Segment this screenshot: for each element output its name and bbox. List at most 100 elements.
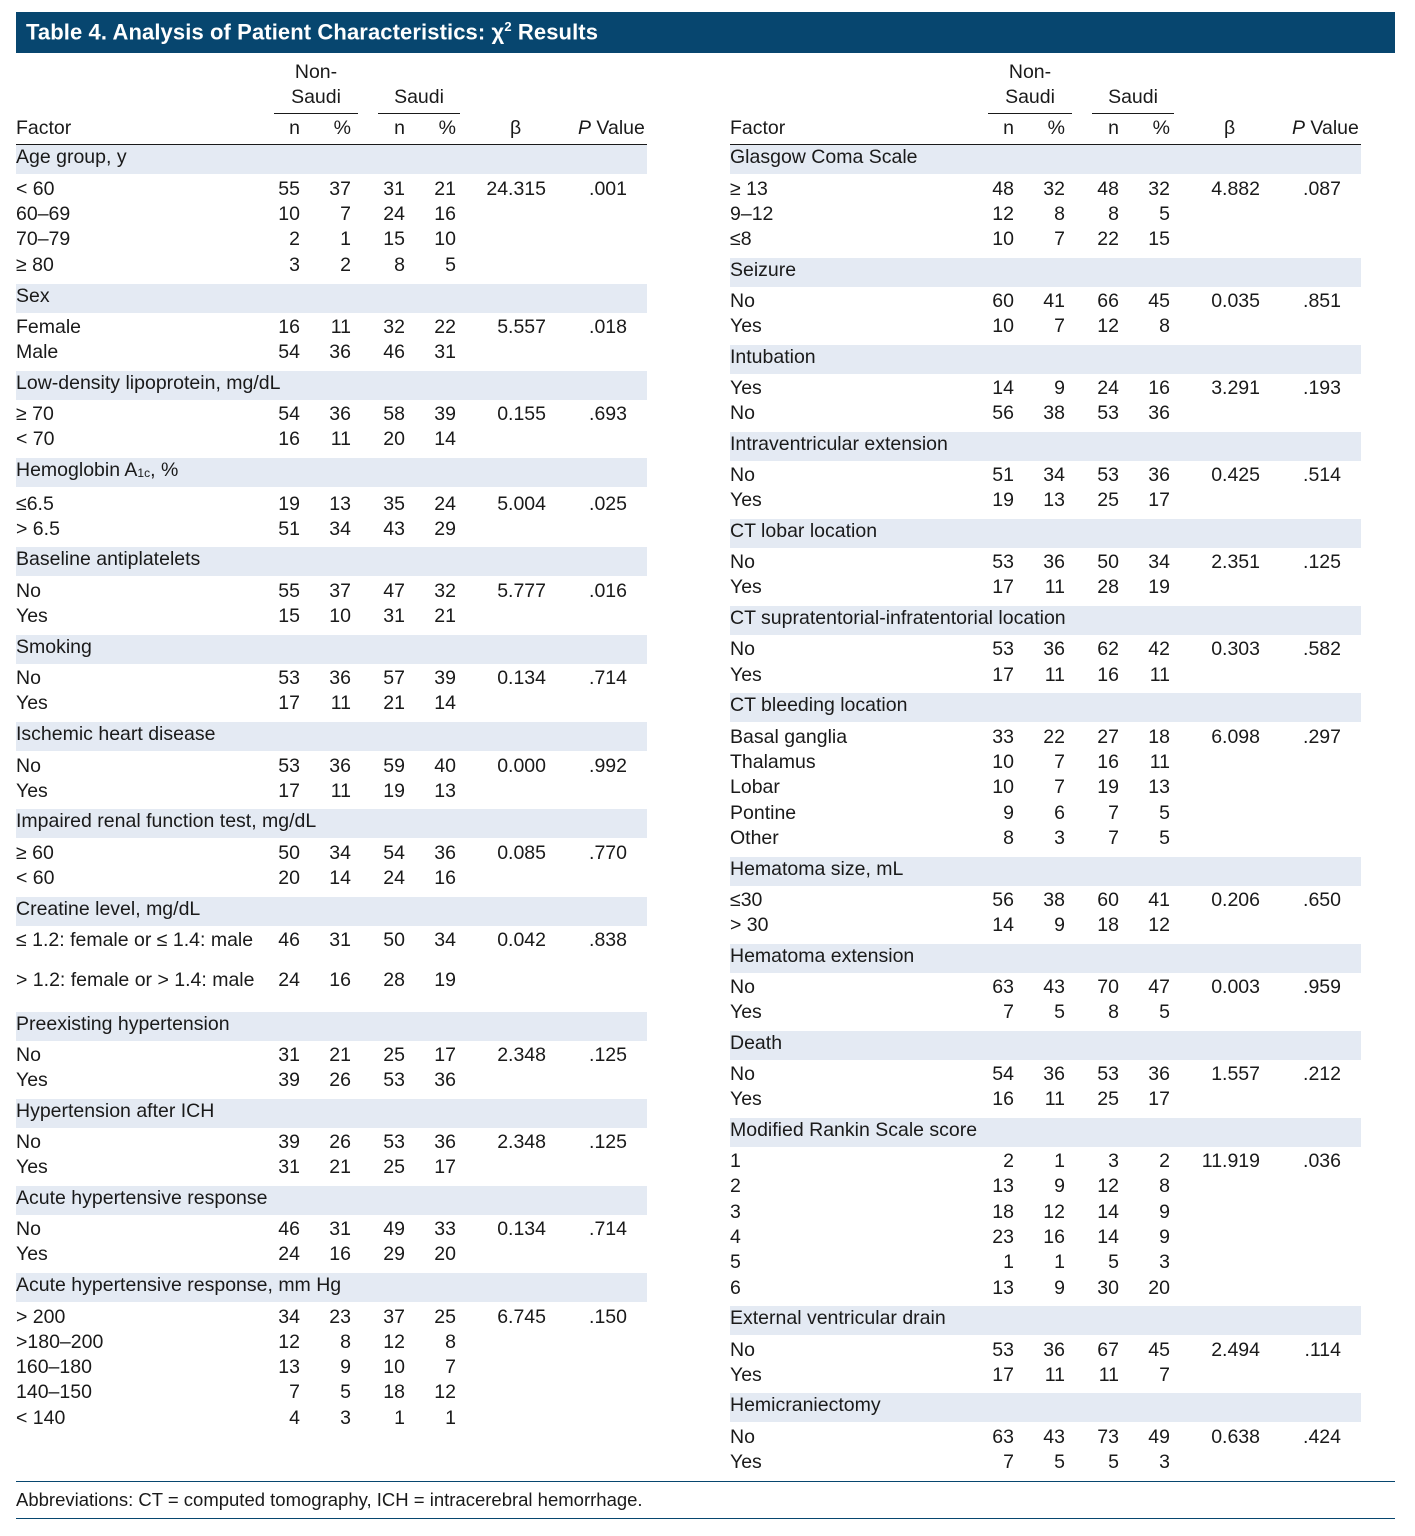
cell-saudi-n: 5 [1108, 1451, 1119, 1473]
cell-non-saudi-percent: 11 [330, 428, 351, 450]
cell-non-saudi-percent: 16 [329, 969, 351, 991]
cell-saudi-n: 47 [383, 580, 405, 602]
cell-non-saudi-percent: 3 [1054, 827, 1065, 849]
cell-saudi-n: 12 [1097, 1175, 1119, 1197]
section-title: External ventricular drain [730, 1307, 946, 1329]
cell-non-saudi-n: 24 [278, 1243, 300, 1265]
table-row: > 1.2: female or > 1.4: male 24 16 28 19 [16, 969, 647, 994]
section-title: Intraventricular extension [730, 433, 948, 455]
cell-saudi-percent: 3 [1159, 1451, 1170, 1473]
cell-saudi-percent: 36 [434, 842, 456, 864]
cell-p-value: .087 [1303, 178, 1341, 200]
cell-saudi-n: 43 [383, 518, 405, 540]
cell-saudi-n: 59 [383, 755, 405, 777]
section-header: External ventricular drain [730, 1306, 1361, 1335]
table-row: Yes 17 11 21 14 [16, 692, 647, 717]
table-row: No 53 36 67 45 2.494 .114 [730, 1339, 1361, 1364]
cell-saudi-n: 25 [383, 1156, 405, 1178]
row-label: ≤ 1.2: female or ≤ 1.4: male [16, 929, 254, 951]
cell-saudi-n: 70 [1097, 976, 1119, 998]
table-row: 70–79 2 1 15 10 [16, 228, 647, 253]
section-title: CT bleeding location [730, 694, 908, 716]
cell-p-value: .125 [589, 1131, 627, 1153]
table-row: Yes 7 5 5 3 [730, 1451, 1361, 1476]
cell-saudi-n: 58 [383, 403, 405, 425]
cell-saudi-n: 22 [1097, 228, 1119, 250]
cell-saudi-percent: 10 [434, 228, 456, 250]
cell-saudi-n: 25 [1097, 1088, 1119, 1110]
section-header: Baseline antiplatelets [16, 547, 647, 576]
cell-saudi-n: 27 [1097, 726, 1119, 748]
header-percent: % [1047, 117, 1065, 139]
cell-non-saudi-percent: 16 [329, 1243, 351, 1265]
group-header-non-saudi-line1: Non- [1008, 61, 1052, 83]
header-p-value: P Value [1292, 117, 1359, 140]
table-row: Pontine 9 6 7 5 [730, 802, 1361, 827]
cell-non-saudi-percent: 5 [340, 1381, 351, 1403]
section-header: CT supratentorial-infratentorial locatio… [730, 606, 1361, 635]
table-row: > 200 34 23 37 25 6.745 .150 [16, 1306, 647, 1331]
cell-non-saudi-n: 48 [992, 178, 1014, 200]
cell-non-saudi-percent: 37 [329, 178, 351, 200]
header-rule [16, 144, 647, 145]
row-label: 6 [730, 1277, 741, 1299]
cell-p-value: .959 [1303, 976, 1341, 998]
cell-non-saudi-n: 15 [278, 605, 300, 627]
cell-non-saudi-percent: 38 [1043, 889, 1065, 911]
cell-non-saudi-n: 33 [992, 726, 1014, 748]
table-row: ≥ 70 54 36 58 39 0.155 .693 [16, 403, 647, 428]
table-row: 9–12 12 8 8 5 [730, 203, 1361, 228]
cell-non-saudi-percent: 26 [329, 1131, 351, 1153]
cell-non-saudi-n: 14 [992, 377, 1014, 399]
section-header: Hypertension after ICH [16, 1099, 647, 1128]
cell-beta: 1.557 [1211, 1063, 1260, 1085]
cell-non-saudi-percent: 31 [329, 1218, 351, 1240]
row-label: No [730, 1063, 755, 1085]
cell-non-saudi-n: 12 [278, 1331, 300, 1353]
group-underline [1092, 113, 1174, 114]
cell-beta: 0.035 [1211, 290, 1260, 312]
cell-beta: 0.042 [497, 929, 546, 951]
row-label: >180–200 [16, 1331, 104, 1353]
section-title: Modified Rankin Scale score [730, 1119, 978, 1141]
cell-saudi-percent: 19 [434, 969, 456, 991]
cell-non-saudi-n: 55 [278, 178, 300, 200]
cell-saudi-n: 18 [383, 1381, 405, 1403]
cell-non-saudi-n: 55 [278, 580, 300, 602]
cell-non-saudi-percent: 8 [1054, 203, 1065, 225]
table-row: >180–200 12 8 12 8 [16, 1331, 647, 1356]
section-title: Hematoma size, mL [730, 858, 904, 880]
row-label: Yes [16, 1069, 48, 1091]
header-p-value: P Value [578, 117, 645, 140]
cell-saudi-percent: 2 [1159, 1150, 1170, 1172]
cell-beta: 3.291 [1211, 377, 1260, 399]
cell-non-saudi-n: 20 [278, 867, 300, 889]
cell-saudi-n: 35 [383, 493, 405, 515]
section-title: Hemoglobin A [16, 459, 138, 481]
section-title: Acute hypertensive response [16, 1187, 268, 1209]
row-label: Yes [730, 1451, 762, 1473]
header-percent: % [333, 117, 351, 139]
cell-p-value: .212 [1303, 1063, 1341, 1085]
cell-non-saudi-percent: 9 [1054, 1277, 1065, 1299]
cell-non-saudi-n: 7 [1003, 1001, 1014, 1023]
cell-saudi-n: 53 [1097, 402, 1119, 424]
cell-non-saudi-n: 54 [992, 1063, 1014, 1085]
cell-non-saudi-n: 39 [278, 1069, 300, 1091]
row-label: 60–69 [16, 203, 71, 225]
cell-non-saudi-n: 16 [278, 428, 300, 450]
cell-saudi-n: 53 [1097, 464, 1119, 486]
cell-p-value: .125 [589, 1044, 627, 1066]
table-row: Yes 17 11 16 11 [730, 664, 1361, 689]
cell-non-saudi-n: 54 [278, 403, 300, 425]
cell-beta: 0.134 [497, 667, 546, 689]
cell-beta: 0.134 [497, 1218, 546, 1240]
cell-saudi-n: 16 [1097, 664, 1119, 686]
cell-non-saudi-n: 16 [278, 316, 300, 338]
section-title: Intubation [730, 346, 816, 368]
table-row: No 53 36 62 42 0.303 .582 [730, 638, 1361, 663]
header-beta: β [510, 117, 522, 139]
cell-non-saudi-percent: 38 [1043, 402, 1065, 424]
cell-non-saudi-percent: 11 [1044, 1088, 1065, 1110]
cell-non-saudi-n: 10 [992, 228, 1014, 250]
